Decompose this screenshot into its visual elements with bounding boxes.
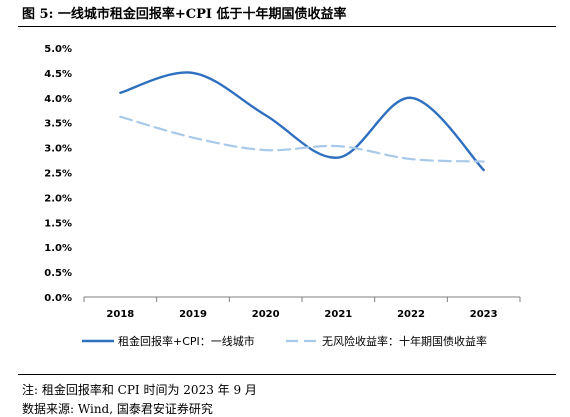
series-line-2 [119, 115, 485, 163]
series-lines [119, 71, 485, 172]
x-tick-label: 2023 [470, 309, 498, 320]
x-tick-label: 2018 [106, 309, 134, 320]
legend-label-2: 无风险收益率：十年期国债收益率 [322, 334, 487, 348]
y-tick-label: 4.0% [44, 94, 72, 105]
series-line-1 [119, 71, 485, 172]
y-axis-ticks: 0.0% 0.5% 1.0% 1.5% 2.0% 2.5% 3.0% 3.5% 4.0% 4.5%… [44, 44, 72, 304]
y-tick-label: 3.5% [44, 119, 72, 130]
y-tick-label: 3.0% [44, 144, 72, 155]
x-tick-label: 2019 [179, 309, 207, 320]
legend-label-1: 租金回报率+CPI：一线城市 [118, 334, 255, 348]
line-chart: 0.0% 0.5% 1.0% 1.5% 2.0% 2.5% 3.0% 3.5% 4.0% 4.5%… [44, 44, 521, 348]
y-tick-label: 1.0% [44, 243, 72, 254]
data-source: 数据来源: Wind, 国泰君安证券研究 [22, 402, 213, 416]
y-tick-label: 5.0% [44, 44, 72, 55]
footnote: 注: 租金回报率和 CPI 时间为 2023 年 9 月 [22, 383, 257, 397]
notes-rule [18, 374, 556, 375]
y-tick-label: 4.5% [44, 69, 72, 80]
x-axis-ticks: 2018 2019 2020 2021 2022 2023 [83, 297, 521, 320]
x-tick-label: 2020 [252, 309, 280, 320]
y-tick-label: 0.5% [44, 268, 72, 279]
figure-title: 图 5: 一线城市租金回报率+CPI 低于十年期国债收益率 [22, 7, 347, 22]
y-tick-label: 1.5% [44, 218, 72, 229]
y-tick-label: 2.5% [44, 169, 72, 180]
title-rule [18, 26, 556, 27]
y-tick-label: 2.0% [44, 193, 72, 204]
legend: 租金回报率+CPI：一线城市 无风险收益率：十年期国债收益率 [82, 334, 487, 348]
y-tick-label: 0.0% [44, 293, 72, 304]
x-tick-label: 2021 [324, 309, 352, 320]
x-tick-label: 2022 [397, 309, 425, 320]
